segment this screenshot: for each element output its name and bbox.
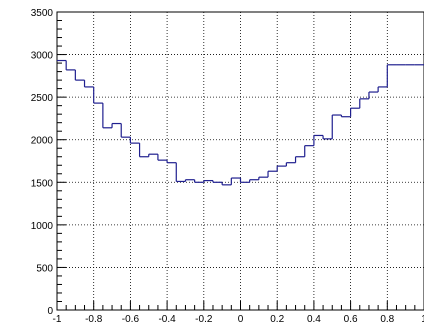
x-tick-label: 0.4 xyxy=(307,314,321,322)
y-tick-label: 3500 xyxy=(31,8,54,19)
x-tick-label: 1 xyxy=(421,314,424,322)
histogram-series xyxy=(57,59,424,186)
x-tick-label: -0.2 xyxy=(195,314,213,322)
y-tick-label: 1000 xyxy=(31,221,54,232)
y-tick-label: 2500 xyxy=(31,93,54,104)
x-tick-label: 0.6 xyxy=(344,314,358,322)
y-tick-label: 2000 xyxy=(31,136,54,147)
y-tick-label: 1500 xyxy=(31,178,54,189)
plot-frame xyxy=(56,11,424,311)
y-tick-label: 0 xyxy=(47,306,53,317)
x-tick-label: -1 xyxy=(53,314,62,322)
y-tick-label: 3000 xyxy=(31,51,54,62)
x-tick-label: -0.8 xyxy=(85,314,103,322)
y-tick-label: 500 xyxy=(36,263,53,274)
axes: 0 500 1000 1500 2000 2500 3000 3500 -1 -0.8 -0.6 -0… xyxy=(31,8,424,325)
x-tick-label: -0.6 xyxy=(122,314,140,322)
x-tick-label: 0.2 xyxy=(270,314,284,322)
x-tick-label: -0.4 xyxy=(158,314,176,322)
x-tick-label: 0.8 xyxy=(380,314,394,322)
x-tick-label: 0 xyxy=(238,314,244,322)
